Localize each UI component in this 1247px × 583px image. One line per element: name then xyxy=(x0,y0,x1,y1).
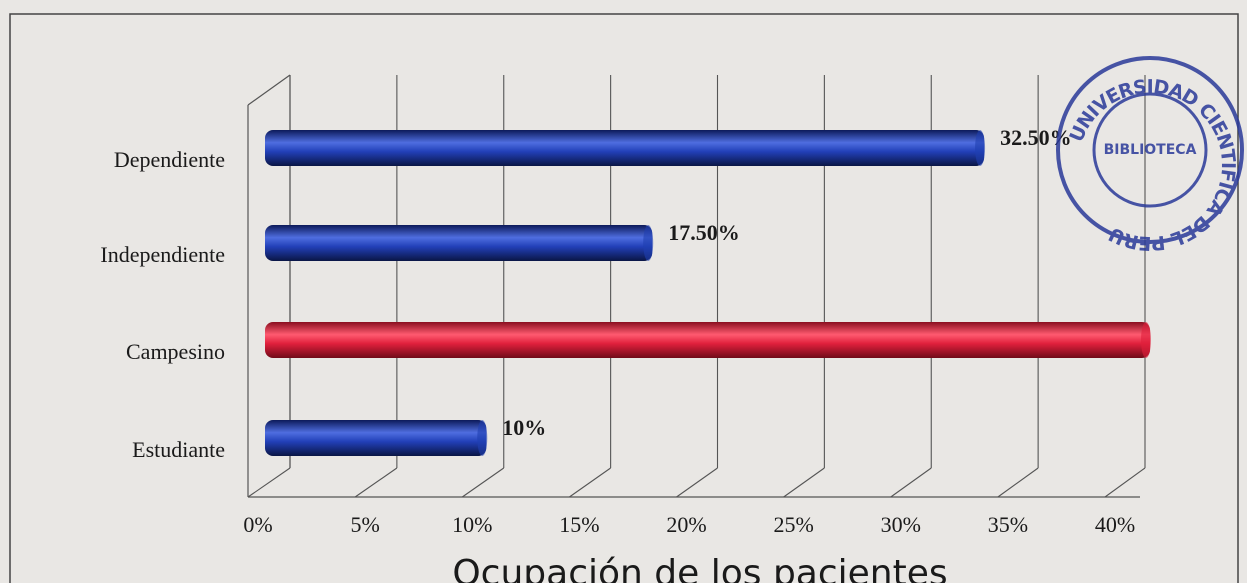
bar-cap xyxy=(643,225,654,261)
grid-line xyxy=(354,467,398,498)
bar xyxy=(265,130,985,166)
category-label: Dependiente xyxy=(114,147,225,172)
bar-cap xyxy=(1141,322,1151,358)
frame xyxy=(9,13,1239,583)
grid-line xyxy=(569,467,611,498)
plot: 0% 5% 10% 15% 20% 25% 30% 35% 40%Dependiente32.5… xyxy=(100,74,1151,537)
grid-line xyxy=(783,467,825,498)
stamp-outer: UNIVERSIDAD CIENTIFICA DEL PERU xyxy=(1065,75,1240,254)
grid-line xyxy=(1104,467,1146,498)
x-tick-label: 20% xyxy=(666,512,706,537)
value-label: 10% xyxy=(502,415,546,440)
x-tick-label: 15% xyxy=(559,512,599,537)
bar xyxy=(265,322,1150,358)
x-tick-label: 40% xyxy=(1095,512,1135,537)
category-label: Estudiante xyxy=(132,437,225,462)
category-label: Campesino xyxy=(126,339,225,364)
stamp-inner: BIBLIOTECA xyxy=(1104,142,1197,158)
grid-line xyxy=(247,467,291,498)
x-tick-label: 25% xyxy=(773,512,813,537)
wall-edge xyxy=(247,74,291,106)
bar xyxy=(265,420,487,456)
bar-cap xyxy=(975,130,986,166)
chart-title: Ocupación de los pacientes xyxy=(452,553,947,583)
value-label: 17.50% xyxy=(668,220,740,245)
x-tick-label: 10% xyxy=(452,512,492,537)
stamp: UNIVERSIDAD CIENTIFICA DEL PERU BIBLIOTE… xyxy=(1056,56,1244,255)
x-tick-label: 35% xyxy=(988,512,1028,537)
bar xyxy=(265,225,653,261)
grid-line xyxy=(676,467,718,498)
x-tick-label: 0% xyxy=(243,512,272,537)
x-tick-label: 30% xyxy=(881,512,921,537)
stamp-outer-path: UNIVERSIDAD CIENTIFICA DEL PERU xyxy=(1065,75,1240,254)
grid-line xyxy=(997,467,1039,498)
x-tick-label: 5% xyxy=(350,512,379,537)
grid-line xyxy=(461,467,505,498)
category-label: Independiente xyxy=(100,242,225,267)
bar-cap xyxy=(477,420,488,456)
grid-line xyxy=(890,467,932,498)
